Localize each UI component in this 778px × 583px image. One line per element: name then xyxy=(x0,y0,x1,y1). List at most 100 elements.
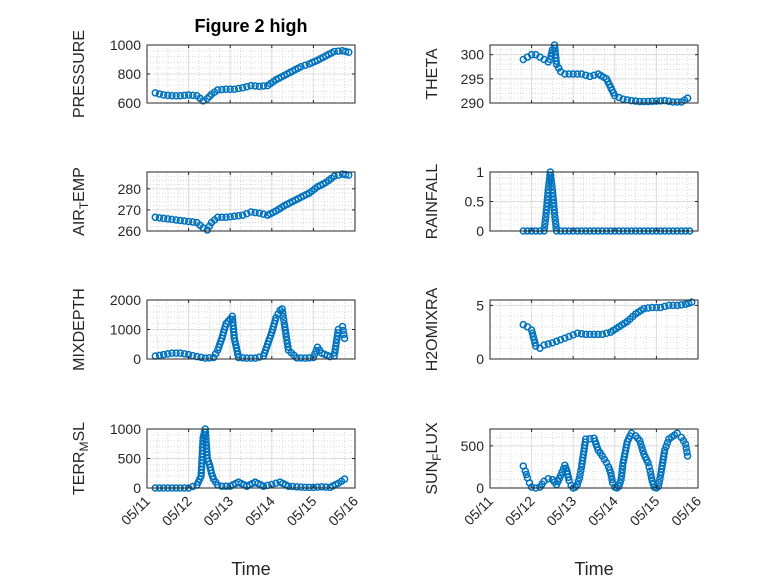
data-point xyxy=(189,218,197,226)
data-point xyxy=(569,70,577,78)
data-point xyxy=(662,442,670,451)
data-point xyxy=(546,171,555,180)
y-tick-label: 2000 xyxy=(110,292,141,308)
data-point xyxy=(660,96,669,105)
data-point xyxy=(602,329,611,338)
data-point xyxy=(528,329,537,338)
data-point xyxy=(293,354,301,362)
data-point xyxy=(326,352,334,361)
data-point xyxy=(193,352,201,361)
data-point xyxy=(247,81,255,90)
data-point xyxy=(282,329,290,338)
subplot-6: 0 5 H2OMIXRA xyxy=(424,287,699,371)
y-axis-label: MIXDEPTH xyxy=(71,288,88,371)
data-point xyxy=(330,47,338,56)
data-point xyxy=(180,91,189,100)
axes-box xyxy=(489,299,699,360)
data-point xyxy=(172,92,180,100)
data-point xyxy=(189,482,197,491)
data-point xyxy=(293,483,301,491)
data-point xyxy=(164,91,172,100)
x-tick-label: 05/12 xyxy=(502,493,538,529)
data-point xyxy=(251,354,259,362)
data-point xyxy=(542,209,550,218)
data-point xyxy=(176,216,185,225)
data-point xyxy=(283,336,291,344)
data-point xyxy=(333,335,341,344)
data-point xyxy=(544,340,552,348)
data-point xyxy=(218,213,226,222)
data-point xyxy=(617,475,625,484)
data-point xyxy=(172,216,180,224)
data-point xyxy=(168,92,176,100)
y-tick-label: 270 xyxy=(118,202,142,218)
data-point xyxy=(616,479,624,487)
data-point xyxy=(673,429,681,437)
x-tick-label: 05/14 xyxy=(585,493,621,529)
data-point xyxy=(627,96,636,105)
data-point xyxy=(656,303,665,312)
y-axis-label: RAINFALL xyxy=(424,164,441,240)
y-tick-label: 280 xyxy=(118,181,142,197)
data-point xyxy=(339,326,347,335)
data-point xyxy=(313,483,322,491)
data-point xyxy=(317,483,326,491)
data-point xyxy=(617,472,626,480)
data-point xyxy=(688,298,696,306)
data-point xyxy=(279,312,287,320)
data-point xyxy=(660,446,669,454)
data-point xyxy=(288,482,297,491)
data-point xyxy=(168,215,176,224)
x-axis-label-left: Time xyxy=(231,559,270,579)
data-point xyxy=(255,353,264,361)
data-point xyxy=(637,440,645,448)
data-point xyxy=(282,333,291,341)
y-tick-label: 0 xyxy=(133,351,141,367)
data-point xyxy=(259,482,268,490)
data-point xyxy=(238,354,247,362)
data-point xyxy=(243,82,251,91)
data-point xyxy=(184,217,193,226)
data-point xyxy=(203,226,212,234)
data-point xyxy=(243,354,251,362)
data-point xyxy=(549,199,558,207)
data-point xyxy=(669,98,677,106)
data-point xyxy=(259,210,268,218)
data-point xyxy=(549,192,557,201)
data-point xyxy=(201,354,209,362)
data-point xyxy=(581,71,590,79)
data-point xyxy=(561,334,569,342)
x-tick-label: 05/13 xyxy=(543,493,579,529)
data-point xyxy=(159,350,168,359)
data-point xyxy=(180,217,189,225)
data-point xyxy=(683,452,692,460)
data-point xyxy=(222,85,230,93)
data-point xyxy=(541,213,550,221)
data-point xyxy=(569,331,577,339)
data-point xyxy=(164,215,172,223)
data-point xyxy=(573,329,582,338)
data-point xyxy=(561,70,569,78)
subplot-8: 0 500 SUNFLUX 05/11 05/12 05/13 05/14 05/15 05/1… xyxy=(424,422,704,529)
x-tick-label: 05/13 xyxy=(200,493,236,529)
data-point xyxy=(551,216,560,225)
data-point xyxy=(550,202,558,211)
data-point xyxy=(527,483,536,491)
x-axis-label-right: Time xyxy=(574,559,613,579)
data-point xyxy=(677,301,686,309)
data-point xyxy=(234,350,242,359)
data-point xyxy=(551,220,560,228)
data-point xyxy=(606,469,615,477)
data-point xyxy=(548,182,556,190)
data-point xyxy=(243,209,251,218)
x-tick-label: 05/15 xyxy=(283,493,319,529)
data-point xyxy=(255,209,264,217)
subplot-1: 600 800 1000 PRESSURE xyxy=(71,30,356,118)
data-point xyxy=(184,91,193,99)
data-point xyxy=(280,316,288,324)
x-tick-label: 05/16 xyxy=(668,493,704,529)
data-point xyxy=(301,354,309,362)
x-tick-label: 05/12 xyxy=(159,493,195,529)
axes-box xyxy=(489,428,699,489)
data-point xyxy=(333,332,342,340)
